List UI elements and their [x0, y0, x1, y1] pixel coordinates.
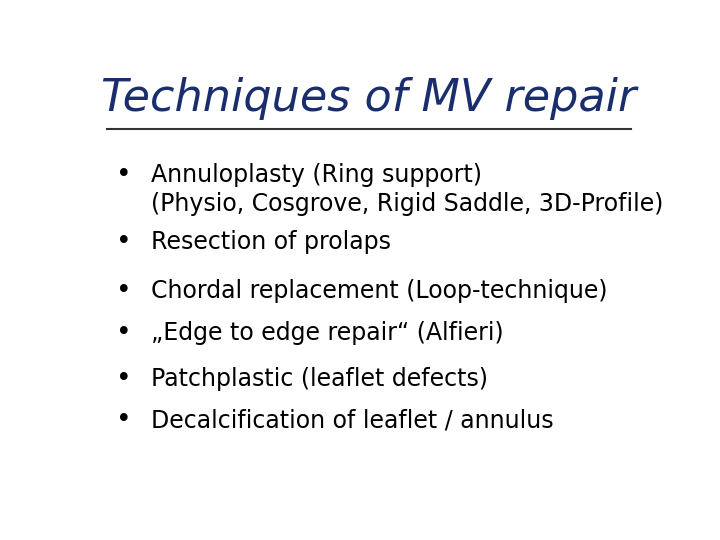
Text: (Physio, Cosgrove, Rigid Saddle, 3D-Profile): (Physio, Cosgrove, Rigid Saddle, 3D-Prof…	[151, 192, 664, 216]
Text: „Edge to edge repair“ (Alfieri): „Edge to edge repair“ (Alfieri)	[151, 321, 504, 345]
Text: Annuloplasty (Ring support): Annuloplasty (Ring support)	[151, 163, 482, 187]
Text: •: •	[116, 279, 131, 305]
Text: Decalcification of leaflet / annulus: Decalcification of leaflet / annulus	[151, 408, 554, 433]
Text: •: •	[116, 366, 131, 392]
Text: Patchplastic (leaflet defects): Patchplastic (leaflet defects)	[151, 367, 488, 391]
Text: •: •	[116, 162, 131, 188]
Text: Chordal replacement (Loop-technique): Chordal replacement (Loop-technique)	[151, 279, 608, 303]
Text: •: •	[116, 320, 131, 346]
Text: •: •	[116, 228, 131, 254]
Text: •: •	[116, 407, 131, 433]
Text: Techniques of MV repair: Techniques of MV repair	[102, 77, 636, 119]
Text: Resection of prolaps: Resection of prolaps	[151, 230, 392, 253]
